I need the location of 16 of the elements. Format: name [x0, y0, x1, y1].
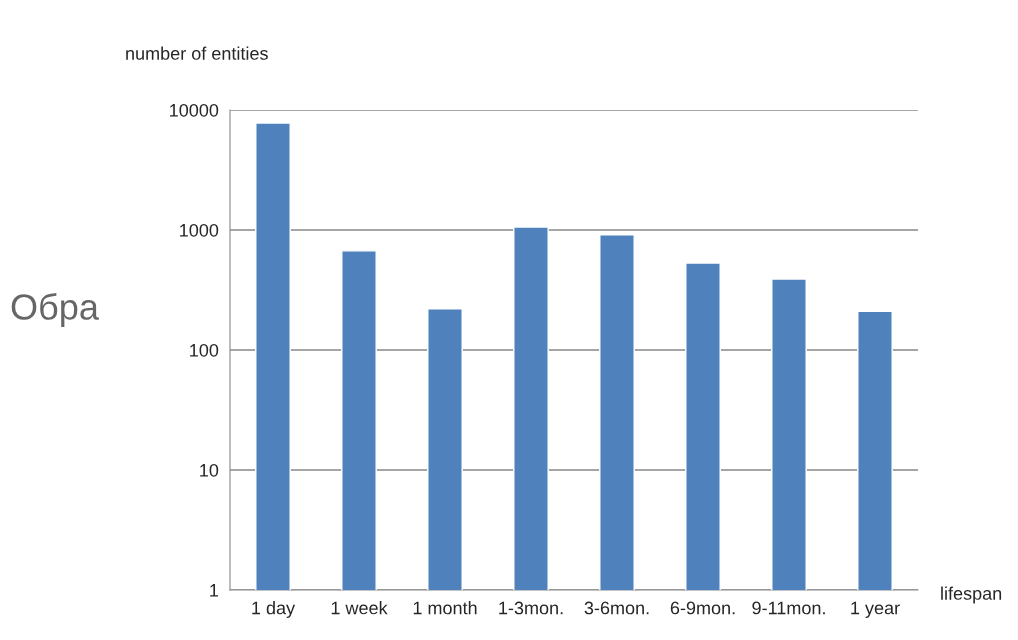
- y-tick-label: 1000: [180, 223, 219, 237]
- x-axis-title: lifespan: [941, 586, 1002, 604]
- x-tick-label: 9-11mon.: [752, 601, 825, 615]
- x-tick-label: 3-6mon.: [584, 601, 649, 615]
- x-tick-label: 6-9mon.: [670, 601, 735, 615]
- x-tick-label: 1 week: [331, 601, 388, 615]
- y-axis-title: number of entities: [126, 46, 268, 60]
- y-tick-label: 10000: [170, 103, 219, 117]
- text: Обра: [11, 293, 99, 327]
- y-tick-label: 100: [190, 343, 219, 357]
- y-tick-label: 10: [200, 463, 219, 477]
- x-tick-label: 1 month: [413, 601, 477, 615]
- x-tick-label: 1-3mon.: [499, 601, 563, 615]
- x-tick-label: 1 day: [252, 601, 296, 618]
- y-tick-label: 1: [210, 584, 219, 597]
- x-tick-label: 1 year: [851, 601, 900, 618]
